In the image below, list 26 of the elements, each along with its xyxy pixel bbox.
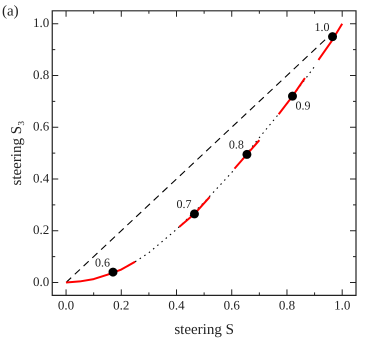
line-series [134, 66, 316, 262]
y-tick-label: 0.4 [33, 170, 50, 186]
x-tick-label: 0.4 [168, 298, 186, 313]
chart-title: (a) [2, 3, 19, 20]
point [190, 209, 199, 218]
y-tick-label: 1.0 [33, 15, 50, 30]
x-tick-label: 0.2 [113, 298, 130, 313]
annotation: 0.8 [228, 138, 244, 152]
y-tick-label: 0.0 [33, 274, 50, 289]
annotation: 1.0 [314, 20, 330, 34]
x-tick-label: 0.0 [58, 298, 74, 313]
point [328, 32, 338, 42]
y-tick-label: 0.2 [33, 222, 50, 238]
point [288, 92, 297, 101]
annotation: 0.9 [295, 98, 310, 112]
x-tick-label: 0.8 [278, 298, 296, 313]
annotation: 0.6 [95, 255, 110, 270]
y-tick-label: 0.6 [33, 118, 50, 134]
annotation: 0.7 [176, 197, 192, 212]
x-tick-label: 0.6 [224, 298, 240, 313]
y-tick-label: 0.8 [33, 66, 50, 82]
x-tick-label: 1.0 [334, 298, 350, 313]
point [108, 268, 118, 277]
point [242, 150, 252, 159]
x-axis-title: steering S [174, 322, 234, 338]
y-axis-title: steering S₃ [8, 120, 25, 186]
